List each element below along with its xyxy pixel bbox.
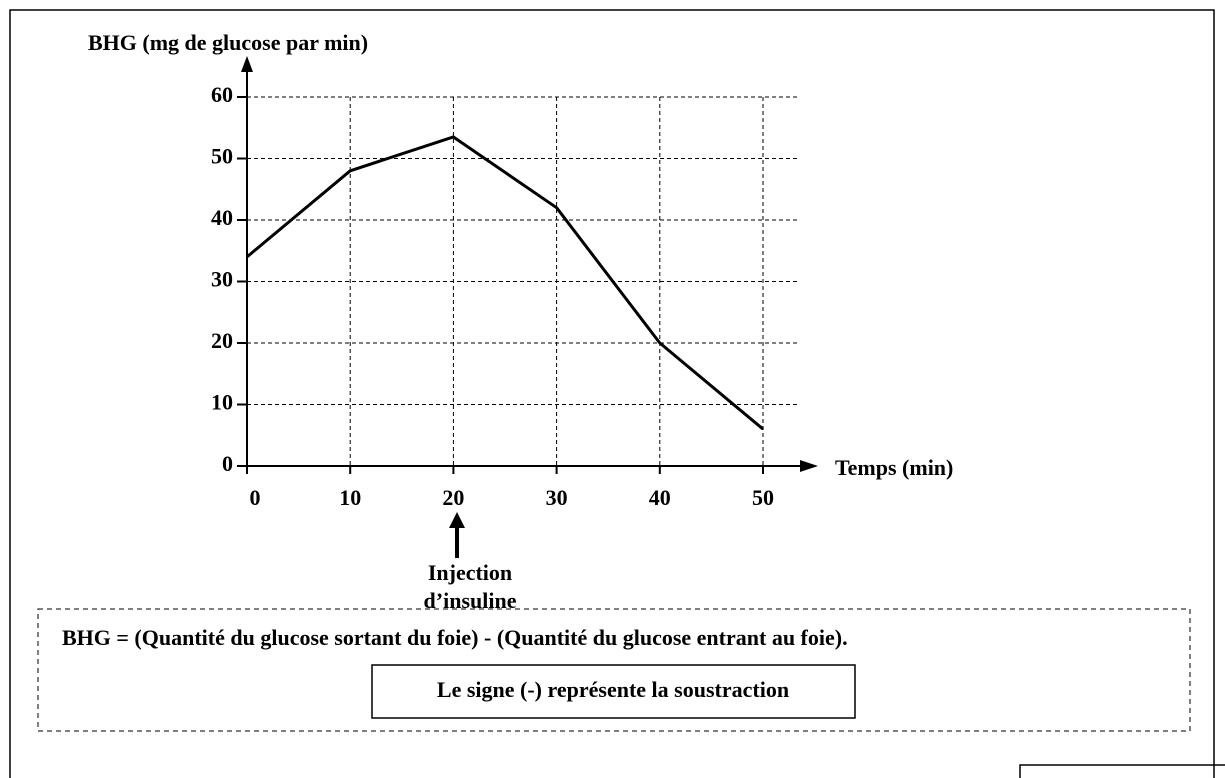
y-tick-label: 60 [211,82,233,107]
data-line [246,135,764,431]
x-axis-arrow [800,460,818,472]
x-tick-label: 50 [752,485,774,510]
y-tick-label: 50 [211,144,233,169]
x-tick-label: 40 [649,485,671,510]
y-tick-label: 0 [222,451,233,476]
annotation: Injection [428,560,512,585]
formula: BHG = (Quantité du glucose sortant du fo… [62,625,848,650]
corner-box [1019,764,1225,778]
x-tick-label: 0 [250,485,261,510]
y-axis-arrow [241,56,253,72]
frame [9,9,1215,778]
y-tick-label: 30 [211,267,233,292]
y-tick-label: 10 [211,390,233,415]
note-box [371,664,856,719]
x-tick-label: 30 [546,485,568,510]
y-tick-label: 20 [211,328,233,353]
x-axis-label: Temps (min) [835,455,953,480]
note: Le signe (-) représente la soustraction [437,677,789,702]
injection-arrow-head [449,512,465,528]
x-tick-label: 20 [442,485,464,510]
y-axis-label: BHG (mg de glucose par min) [88,30,368,55]
formula-box [37,608,1191,732]
x-tick-label: 10 [339,485,361,510]
y-tick-label: 40 [211,205,233,230]
